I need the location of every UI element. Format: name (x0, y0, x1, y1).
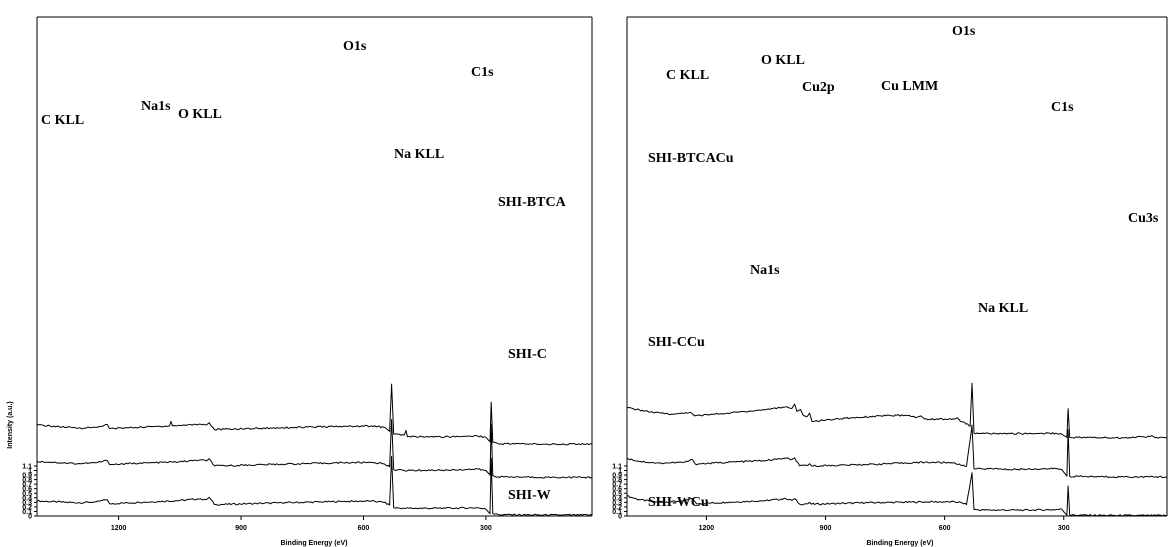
right-y-tick-label: 0.2 (612, 504, 622, 511)
label-shi-wcu: SHI-WCu (648, 495, 709, 510)
left-y-tick-label: 0.1 (22, 509, 32, 516)
left-x-tick-label: 1200 (111, 525, 127, 532)
right-peak-o-kll: O KLL (761, 53, 805, 68)
left-x-tick-label: 900 (235, 525, 247, 532)
left-y-tick-label: 0.2 (22, 504, 32, 511)
left-y-tick-label: 0.4 (22, 495, 32, 502)
right-y-tick-label: 0.1 (612, 509, 622, 516)
right-x-tick-label: 900 (820, 525, 832, 532)
right-y-tick-label: 1 (618, 468, 622, 475)
series-line-shi-wcu (626, 472, 1168, 517)
right-peak-c1s: C1s (1051, 100, 1074, 115)
right-x-axis-title: Binding Energy (eV) (867, 540, 934, 547)
label-shi-btca: SHI-BTCA (498, 195, 567, 210)
label-shi-ccu: SHI-CCu (648, 335, 705, 350)
label-shi-w: SHI-W (508, 488, 551, 503)
series-line-shi-c (36, 419, 593, 479)
right-x-tick-label: 600 (939, 525, 951, 532)
right-y-ticks: 00.10.20.30.40.50.60.70.80.911.1 (612, 463, 627, 521)
right-y-tick-label: 0.3 (612, 500, 622, 507)
left-peak-na-kll: Na KLL (394, 147, 444, 162)
left-peak-na1s: Na1s (141, 99, 171, 114)
series-line-shi-w (36, 455, 593, 517)
right-peak-o1s: O1s (952, 24, 976, 39)
right-spectra-panel: 1200 900 600 300 00.10.20.30.40.50.60.70.80… (612, 16, 1168, 547)
left-peak-o1s: O1s (343, 39, 367, 54)
right-lines (626, 382, 1168, 517)
left-y-tick-label: 0.5 (22, 491, 32, 498)
left-lines (36, 383, 593, 517)
left-y-tick-label: 0.3 (22, 500, 32, 507)
left-peak-c-kll: C KLL (41, 113, 84, 128)
left-y-ticks: 00.10.20.30.40.50.60.70.80.911.1 (22, 463, 37, 521)
right-peak-na-kll: Na KLL (978, 301, 1028, 316)
right-y-tick-label: 0.7 (612, 482, 622, 489)
left-peak-o-kll: O KLL (178, 107, 222, 122)
right-y-tick-label: 0.5 (612, 491, 622, 498)
left-peak-c1s: C1s (471, 65, 494, 80)
left-y-tick-label: 0.8 (22, 477, 32, 484)
right-y-tick-label: 0 (618, 514, 622, 521)
right-peak-cu-lmm: Cu LMM (881, 79, 938, 94)
right-x-tick-label: 1200 (699, 525, 715, 532)
series-line-shi-ccu (626, 424, 1168, 479)
left-y-tick-label: 0.9 (22, 473, 32, 480)
left-x-tick-label: 300 (480, 525, 492, 532)
right-x-tick-label: 300 (1058, 525, 1070, 532)
label-shi-c: SHI-C (508, 347, 547, 362)
left-x-ticks: 1200 900 600 300 (111, 516, 492, 532)
left-x-axis-title: Binding Energy (eV) (281, 540, 348, 547)
left-y-tick-label: 0.7 (22, 482, 32, 489)
right-peak-cu2p: Cu2p (802, 80, 835, 95)
left-y-tick-label: 0.6 (22, 486, 32, 493)
left-y-axis-title: Intensity (a.u.) (7, 401, 14, 448)
left-y-tick-label: 0 (28, 514, 32, 521)
left-x-tick-label: 600 (358, 525, 370, 532)
right-y-tick-label: 0.4 (612, 495, 622, 502)
right-y-tick-label: 0.9 (612, 473, 622, 480)
left-y-tick-label: 1 (28, 468, 32, 475)
right-peak-na1s: Na1s (750, 263, 780, 278)
right-x-ticks: 1200 900 600 300 (699, 516, 1070, 532)
right-y-tick-label: 1.1 (612, 463, 622, 470)
left-y-tick-label: 1.1 (22, 463, 32, 470)
right-y-tick-label: 0.8 (612, 477, 622, 484)
label-shi-btcacu: SHI-BTCACu (648, 151, 734, 166)
right-peak-cu3s: Cu3s (1128, 211, 1159, 226)
series-line-shi-btca (36, 383, 593, 446)
right-y-tick-label: 0.6 (612, 486, 622, 493)
series-line-shi-btcacu (626, 382, 1168, 439)
right-peak-c-kll: C KLL (666, 68, 709, 83)
left-spectra-panel: 1200 900 600 300 00.10.20.30.40.50.60.70.80… (7, 16, 593, 547)
